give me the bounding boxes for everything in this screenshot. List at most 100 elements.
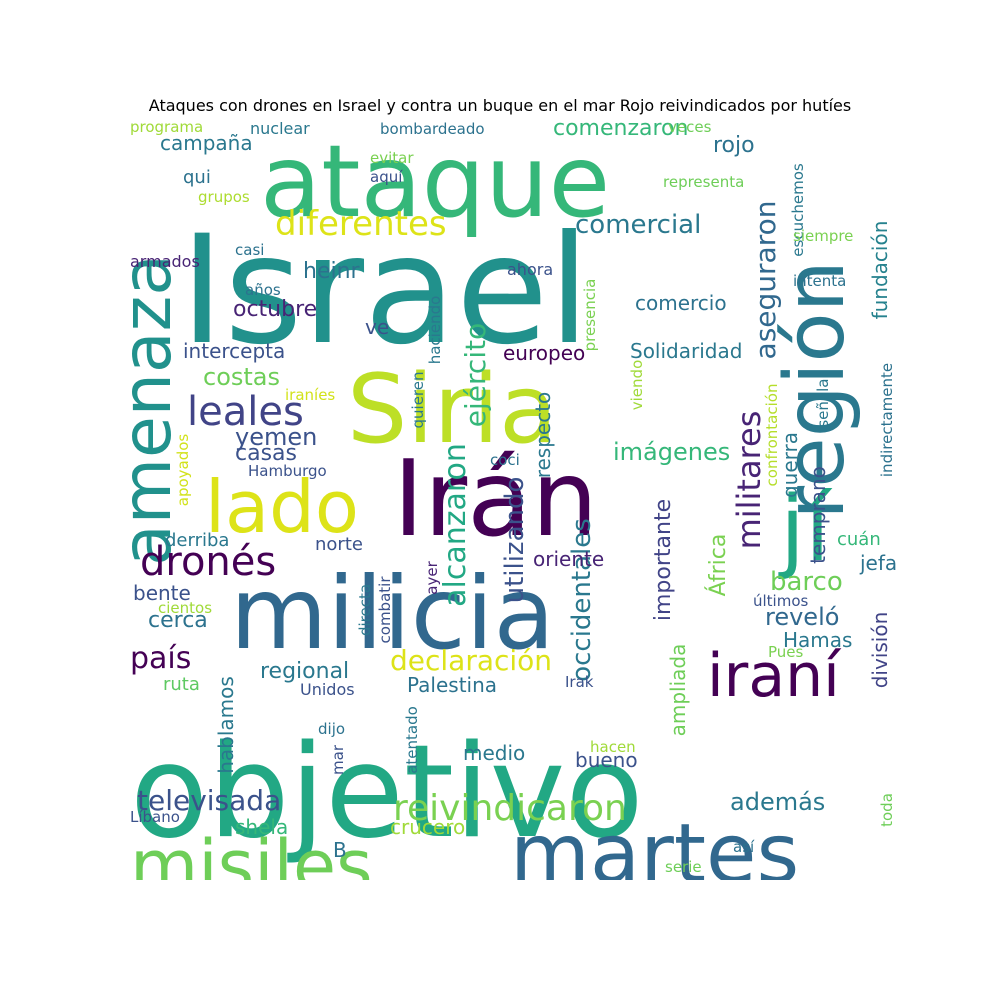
- cloud-word: temprano: [806, 466, 830, 564]
- cloud-word: indirectamente: [878, 363, 896, 477]
- cloud-word: hablamos: [214, 676, 238, 774]
- cloud-word: representa: [663, 173, 744, 191]
- cloud-word: rojo: [713, 133, 755, 158]
- cloud-word: atentado: [403, 706, 421, 774]
- cloud-word: crucero: [390, 815, 465, 839]
- cloud-word: jí: [778, 477, 833, 582]
- cloud-word: país: [130, 641, 191, 676]
- cloud-word: leales: [187, 389, 304, 435]
- cloud-word: milicia: [230, 555, 555, 672]
- cloud-word: siempre: [793, 227, 853, 245]
- cloud-word: iraníes: [285, 386, 335, 404]
- cloud-word: presencia: [581, 279, 599, 352]
- cloud-word: armados: [130, 252, 200, 271]
- cloud-word: ayer: [423, 560, 441, 594]
- cloud-word: militares: [730, 411, 768, 550]
- cloud-word: haciendo: [426, 296, 444, 365]
- cloud-word: alcanzaron: [438, 443, 473, 607]
- cloud-word: evitar: [370, 149, 414, 167]
- cloud-word: escuchemos: [789, 163, 807, 257]
- cloud-word: años: [245, 281, 281, 299]
- chart-title: Ataques con drones en Israel y contra un…: [148, 96, 852, 115]
- cloud-word: directa: [356, 584, 374, 636]
- cloud-word: Pues: [768, 643, 804, 661]
- cloud-word: diferentes: [275, 204, 447, 244]
- cloud-word: coci: [490, 451, 520, 469]
- cloud-word: regional: [260, 659, 349, 684]
- cloud-word: Irak: [565, 673, 594, 691]
- cloud-word: ve: [365, 315, 389, 339]
- cloud-word: B: [333, 838, 347, 862]
- cloud-word: televisada: [137, 784, 281, 817]
- cloud-word: casas: [235, 441, 297, 466]
- cloud-word: últimos: [753, 592, 809, 610]
- cloud-word: programa: [130, 120, 203, 136]
- cloud-word: combatir: [376, 576, 394, 644]
- cloud-word: misiles: [130, 825, 373, 880]
- cloud-word: así: [733, 838, 755, 856]
- cloud-word: barco: [770, 567, 843, 597]
- cloud-word: campaña: [160, 131, 253, 155]
- cloud-word: ampliada: [666, 644, 690, 737]
- cloud-word: Unidos: [300, 680, 355, 699]
- cloud-word: dijo: [318, 720, 345, 738]
- cloud-word: Israel: [180, 204, 590, 378]
- cloud-word: cientos: [158, 599, 212, 617]
- cloud-word: Palestina: [407, 673, 497, 697]
- cloud-word: región: [768, 260, 863, 519]
- cloud-word: norte: [315, 534, 363, 555]
- cloud-word: Líbano: [130, 808, 180, 826]
- cloud-word: importante: [651, 499, 676, 621]
- cloud-word: octubre: [233, 297, 317, 322]
- cloud-word: heinr: [303, 259, 361, 284]
- cloud-word: reveló: [765, 603, 839, 631]
- cloud-word: medio: [463, 741, 525, 765]
- cloud-word: derriba: [165, 530, 229, 551]
- cloud-word: dronés: [140, 539, 276, 585]
- cloud-word: aseguraron: [749, 201, 782, 360]
- cloud-word: Hamburgo: [248, 462, 327, 480]
- cloud-word: comenzaron: [553, 120, 688, 141]
- cloud-word: bombardeado: [380, 120, 485, 138]
- cloud-word: martes: [510, 807, 799, 880]
- cloud-word: objetivo: [130, 718, 644, 867]
- cloud-word: utilizando: [500, 477, 530, 604]
- cloud-word: iraní: [707, 641, 842, 711]
- cloud-word: ejército: [459, 323, 492, 427]
- cloud-word: lado: [205, 465, 359, 549]
- cloud-word: shela: [235, 815, 288, 839]
- cloud-word: grupos: [198, 188, 250, 206]
- cloud-word: qui: [183, 167, 211, 188]
- cloud-word: además: [730, 788, 825, 816]
- cloud-word: confrontación: [763, 384, 781, 487]
- cloud-word: costas: [203, 363, 280, 391]
- cloud-word: ataque: [260, 123, 610, 240]
- cloud-word: fundación: [868, 221, 892, 320]
- cloud-word: respecto: [531, 392, 555, 479]
- cloud-word: señalar: [814, 372, 832, 428]
- cloud-word: mar: [329, 744, 347, 775]
- cloud-word: Hamas: [783, 628, 852, 652]
- cloud-word: reivindicaron: [393, 788, 627, 829]
- cloud-word: Siria: [347, 355, 557, 465]
- cloud-word: veces: [668, 120, 712, 136]
- cloud-word: jefa: [859, 551, 897, 575]
- cloud-word: guerra: [778, 432, 802, 498]
- cloud-word: europeo: [503, 341, 585, 365]
- cloud-word: intercepta: [183, 339, 285, 363]
- cloud-word: casi: [235, 241, 264, 259]
- word-cloud: Israel objetivo ataque milicia Irán Siria regi…: [125, 120, 900, 880]
- cloud-word: África: [705, 534, 731, 597]
- cloud-word: hacen: [590, 738, 636, 756]
- cloud-word: yemen: [235, 423, 317, 451]
- cloud-word: quieren: [409, 372, 427, 429]
- cloud-word: ruta: [163, 674, 200, 695]
- cloud-word: intenta: [793, 272, 846, 290]
- cloud-word: aquí: [370, 168, 403, 186]
- cloud-word: Irán: [393, 438, 598, 560]
- cloud-word: ahora: [507, 260, 553, 279]
- cloud-word: oriente: [533, 547, 604, 571]
- cloud-word: bueno: [575, 748, 638, 772]
- cloud-word: cuán: [837, 529, 881, 550]
